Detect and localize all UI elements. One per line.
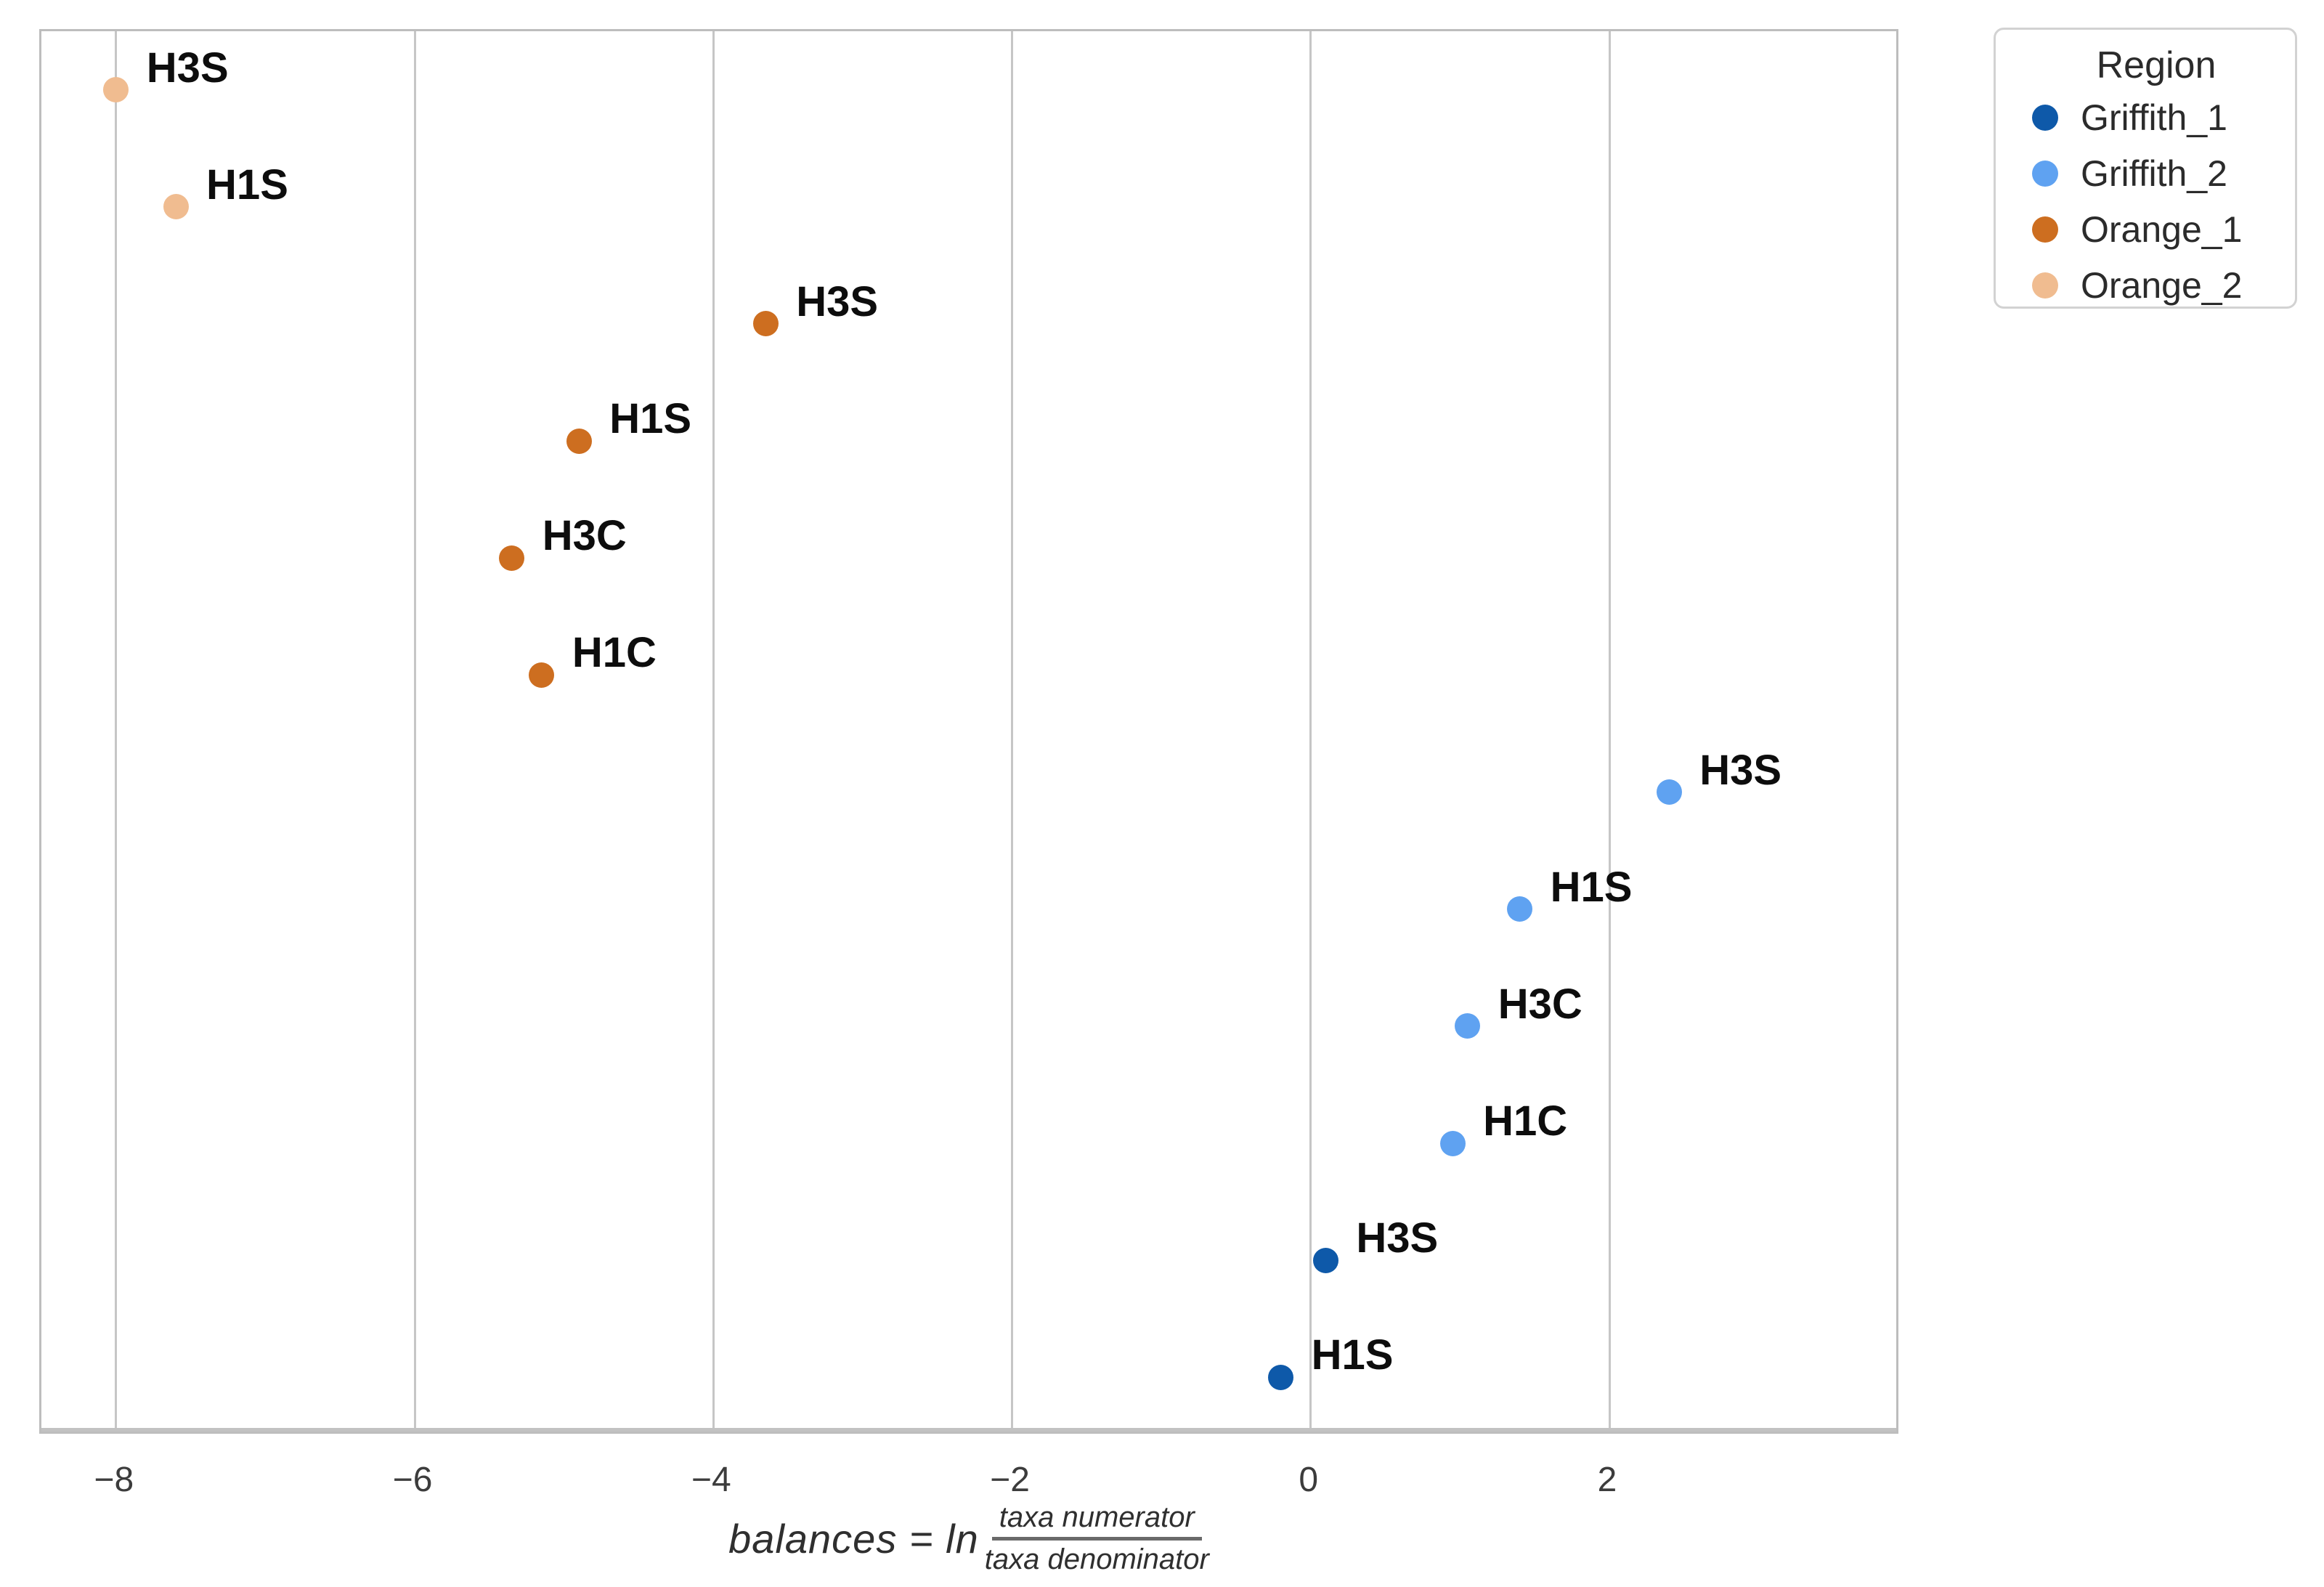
point-label-orange_1-h1s: H1S [609, 395, 692, 443]
legend-label-griffith_1: Griffith_1 [2081, 97, 2227, 138]
point-label-orange_1-h1c: H1C [572, 629, 657, 677]
point-dot-orange_1-h1c [529, 662, 555, 688]
legend-item-orange_2: Orange_2 [1996, 257, 2295, 313]
point-dot-griffith_2-h3c [1455, 1013, 1481, 1039]
legend-dot-orange_1 [2032, 216, 2058, 243]
x-tick-label--2: −2 [990, 1461, 1030, 1499]
point-dot-orange_1-h1s [566, 428, 592, 454]
gridline-x-0 [1309, 31, 1312, 1432]
legend-label-orange_2: Orange_2 [2081, 264, 2243, 306]
point-label-griffith_2-h3s: H3S [1699, 746, 1782, 794]
x-tick-label--4: −4 [691, 1461, 731, 1499]
gridline-x--8 [115, 31, 118, 1432]
x-tick-label-0: 0 [1299, 1461, 1319, 1499]
x-axis-label-denominator: taxa denominator [984, 1543, 1209, 1575]
gridline-x-2 [1608, 31, 1611, 1432]
gridline-x--2 [1011, 31, 1014, 1432]
legend: Region Griffith_1 Griffith_2 Orange_1 Orang… [1994, 28, 2297, 309]
legend-item-orange_1: Orange_1 [1996, 201, 2295, 257]
point-label-griffith_1-h3s: H3S [1356, 1214, 1439, 1262]
point-dot-griffith_1-h1s [1268, 1364, 1294, 1390]
legend-dot-griffith_1 [2032, 104, 2058, 131]
point-label-orange_2-h1s: H1S [206, 161, 288, 208]
point-label-orange_1-h3s: H3S [796, 277, 879, 325]
point-dot-griffith_1-h3s [1312, 1247, 1338, 1273]
legend-label-orange_1: Orange_1 [2081, 208, 2243, 250]
x-axis-label-numerator: taxa numerator [991, 1502, 1202, 1541]
plot-area: H3S H1S H3S H1S H3C H1C H3S H1S H3C H1C H3S H1S [39, 29, 1898, 1434]
point-dot-orange_2-h3s [103, 77, 129, 103]
legend-label-griffith_2: Griffith_2 [2081, 153, 2227, 194]
x-axis-spine [41, 1428, 1896, 1432]
point-label-orange_2-h3s: H3S [146, 44, 229, 92]
legend-items: Griffith_1 Griffith_2 Orange_1 Orange_2 [1996, 89, 2295, 313]
x-tick-label--8: −8 [94, 1461, 134, 1499]
legend-dot-griffith_2 [2032, 160, 2058, 187]
gridline-x--6 [413, 31, 416, 1432]
x-axis-label-prefix: balances = ln [728, 1515, 979, 1562]
legend-title: Region [2096, 44, 2217, 86]
point-dot-griffith_2-h1c [1439, 1130, 1466, 1156]
legend-dot-orange_2 [2032, 272, 2058, 299]
x-tick-label--6: −6 [392, 1461, 433, 1499]
legend-item-griffith_2: Griffith_2 [1996, 145, 2295, 201]
point-label-griffith_1-h1s: H1S [1311, 1331, 1394, 1379]
gridline-x--4 [712, 31, 715, 1432]
point-label-griffith_2-h3c: H3C [1498, 980, 1582, 1028]
point-dot-orange_2-h1s [163, 194, 189, 220]
point-label-orange_1-h3c: H3C [542, 512, 627, 560]
point-label-griffith_2-h1s: H1S [1550, 863, 1633, 911]
x-tick-label-2: 2 [1597, 1461, 1617, 1499]
point-dot-orange_1-h3c [499, 545, 525, 571]
point-dot-orange_1-h3s [752, 311, 779, 337]
point-dot-griffith_2-h3s [1656, 779, 1682, 805]
point-label-griffith_2-h1c: H1C [1483, 1097, 1568, 1145]
point-dot-griffith_2-h1s [1507, 896, 1533, 922]
x-axis-label-fraction: taxa numerator taxa denominator [985, 1502, 1209, 1575]
legend-item-griffith_1: Griffith_1 [1996, 89, 2295, 145]
x-axis-label: balances = ln taxa numerator taxa denomi… [39, 1502, 1898, 1575]
